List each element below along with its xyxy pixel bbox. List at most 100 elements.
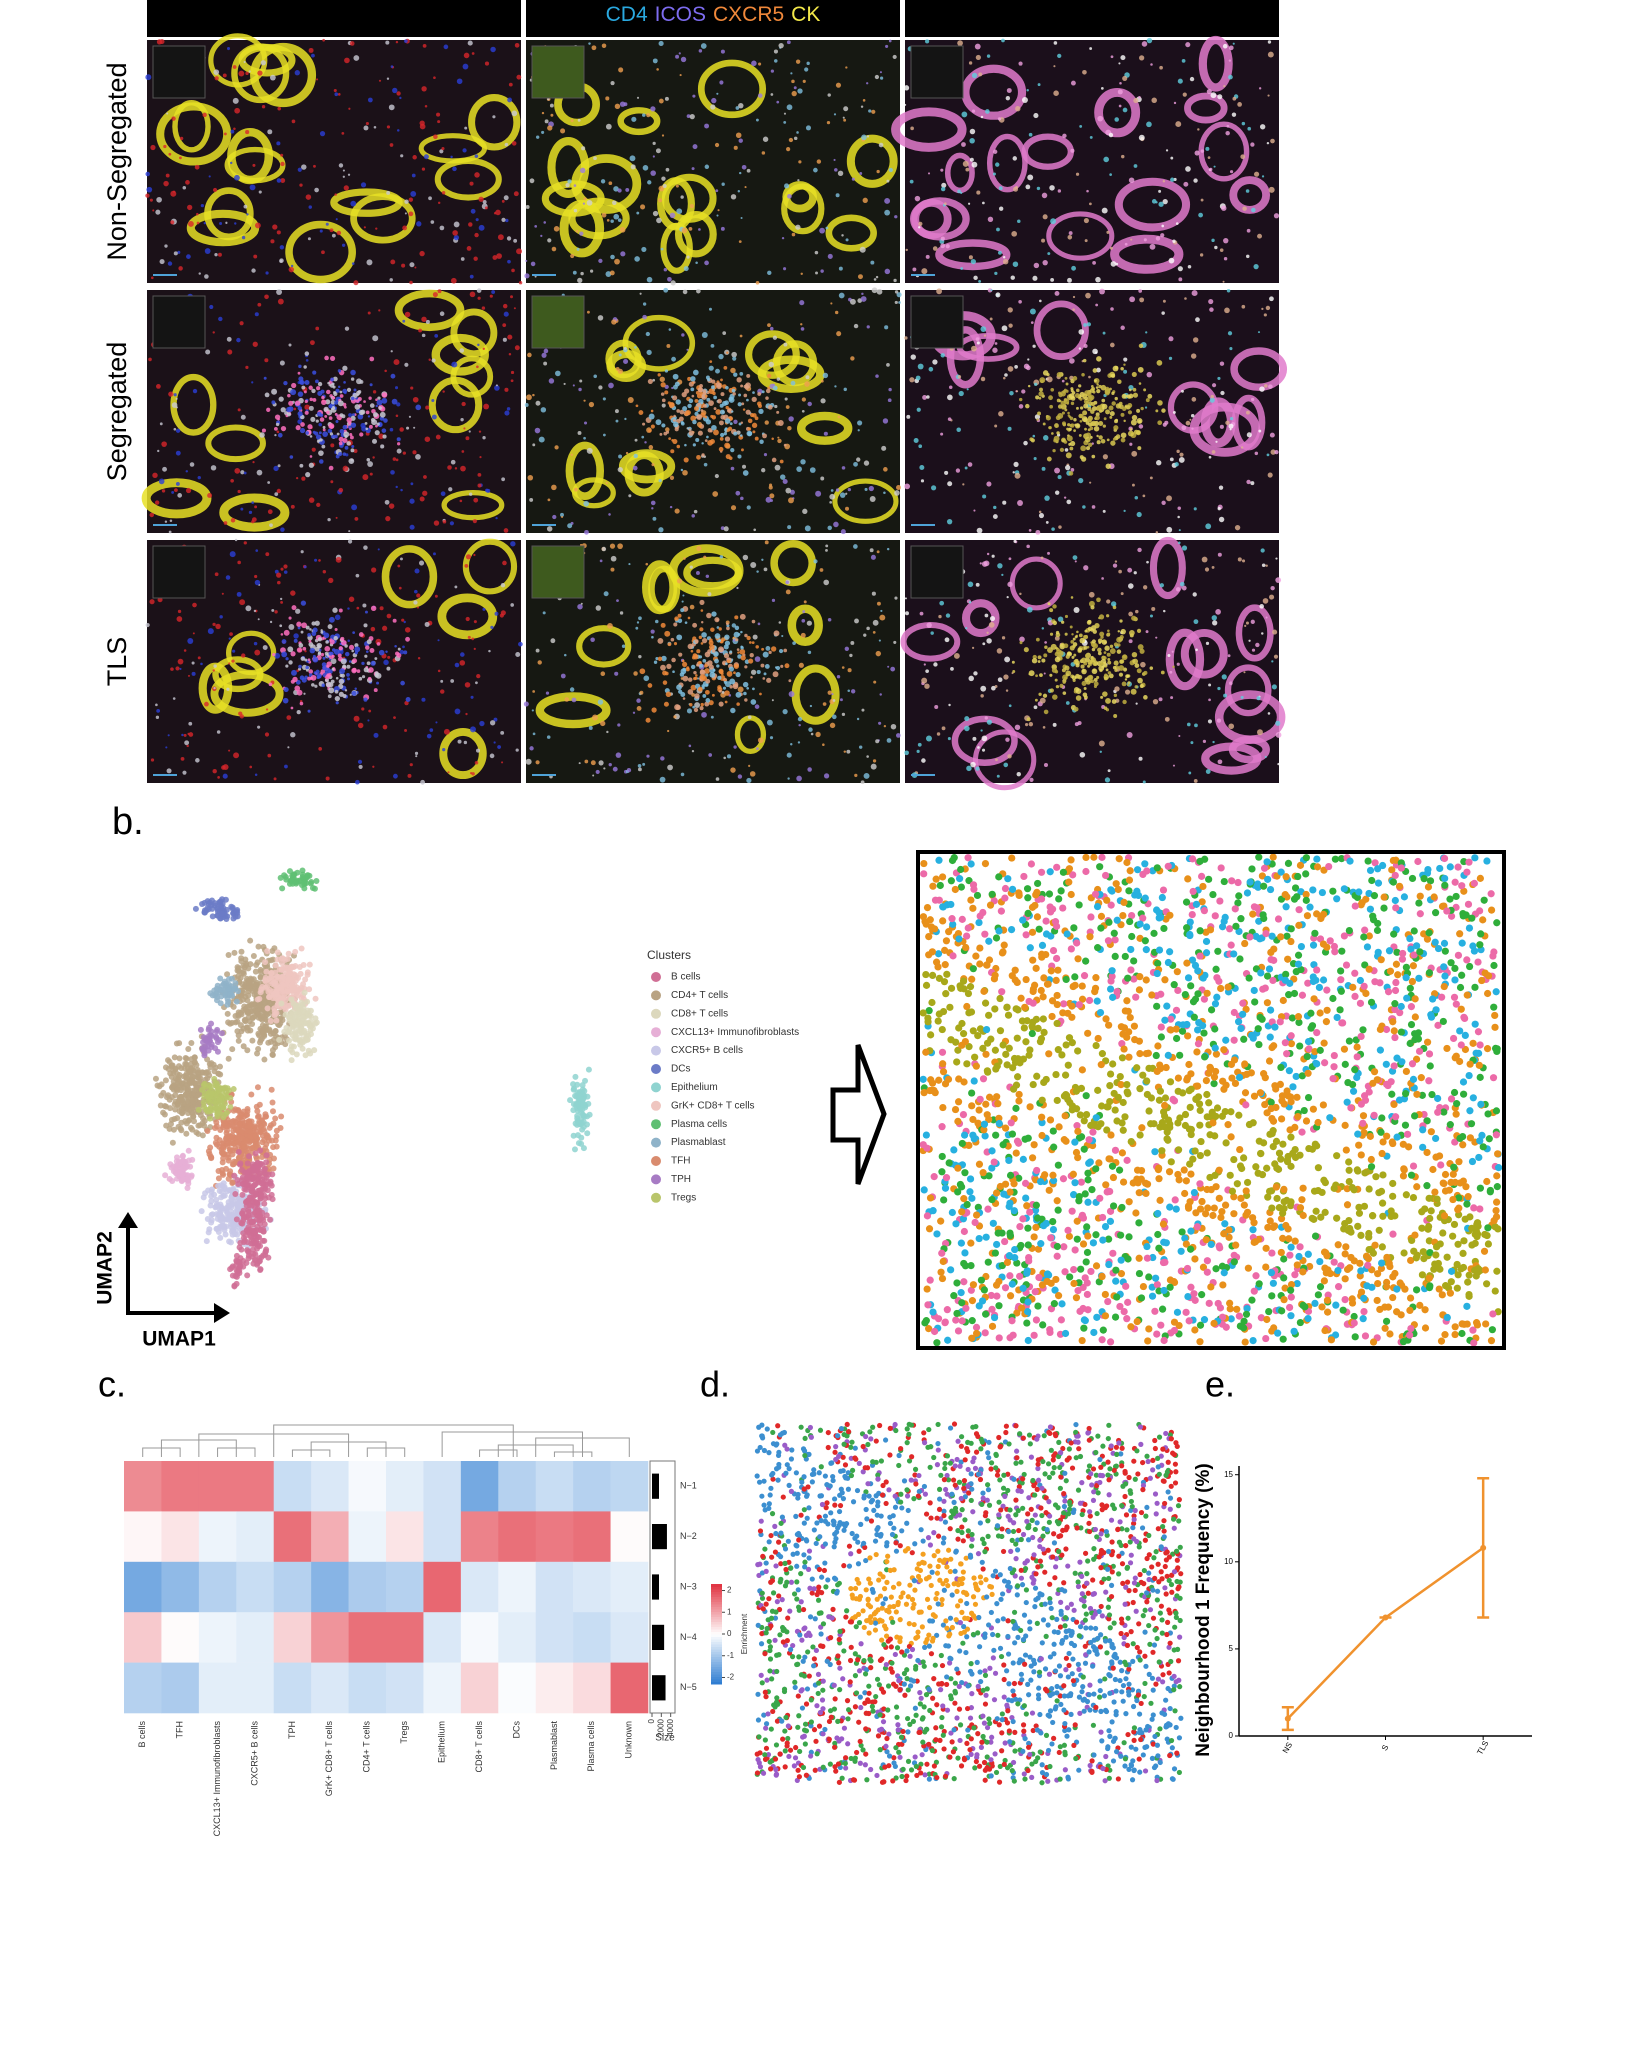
cell-signal <box>308 405 314 411</box>
cell-signal <box>373 412 378 418</box>
cell-signal <box>1098 409 1103 413</box>
cell-signal <box>1066 427 1069 431</box>
cell-signal <box>735 106 740 110</box>
cell-signal <box>1072 376 1078 381</box>
cell-signal <box>692 144 698 150</box>
cell-signal <box>373 732 379 738</box>
tissue-structure <box>450 308 498 358</box>
cell-signal <box>617 543 623 550</box>
cell-signal <box>962 160 969 167</box>
cell-signal <box>913 438 919 444</box>
cell-signal <box>737 774 743 779</box>
cell-signal <box>392 457 397 461</box>
cell-signal <box>769 736 774 740</box>
cell-signal <box>1011 660 1015 664</box>
cell-signal <box>274 610 278 614</box>
cell-signal <box>747 418 753 424</box>
cell-signal <box>307 424 313 430</box>
cell-signal <box>853 544 858 549</box>
cell-signal <box>807 650 812 655</box>
cell-signal <box>708 753 713 757</box>
cell-signal <box>226 687 230 691</box>
cell-signal <box>399 649 405 655</box>
umap-point <box>262 1011 269 1018</box>
cell-signal <box>502 323 507 328</box>
cell-signal <box>716 626 720 629</box>
cell-signal <box>684 621 688 624</box>
cell-signal <box>1246 432 1252 438</box>
cell-signal <box>1026 606 1033 613</box>
cell-signal <box>439 311 445 317</box>
cell-signal <box>257 70 263 76</box>
cell-signal <box>1032 654 1037 660</box>
cell-signal <box>1084 239 1088 243</box>
cell-signal <box>1088 591 1095 598</box>
umap-point <box>201 907 208 914</box>
cell-signal <box>1179 581 1185 587</box>
cell-signal <box>1102 424 1106 428</box>
cell-signal <box>382 724 388 730</box>
cell-signal <box>677 613 682 618</box>
cell-signal <box>1220 390 1225 396</box>
cell-signal <box>504 410 510 416</box>
cell-signal <box>968 601 972 604</box>
cell-signal <box>608 181 613 186</box>
cell-signal <box>1124 678 1128 681</box>
cell-signal <box>1111 391 1115 396</box>
umap-point <box>171 1054 178 1061</box>
cell-signal <box>1079 420 1083 423</box>
cell-signal <box>1016 390 1019 393</box>
cell-signal <box>450 277 457 284</box>
cell-signal <box>383 418 388 423</box>
cell-signal <box>563 382 566 386</box>
cell-signal <box>646 276 653 283</box>
cell-signal <box>461 450 465 453</box>
cell-signal <box>699 706 704 711</box>
cell-signal <box>608 762 612 767</box>
cell-signal <box>1027 174 1034 181</box>
cell-signal <box>322 656 326 660</box>
cell-signal <box>669 505 673 509</box>
cell-signal <box>995 162 1000 167</box>
cell-signal <box>347 607 350 610</box>
cell-signal <box>1119 81 1122 85</box>
cell-signal <box>316 78 319 81</box>
row-label: Non-Segregated <box>102 62 132 260</box>
cell-signal <box>798 160 802 164</box>
cell-signal <box>744 698 748 702</box>
cell-signal <box>297 391 304 397</box>
cell-signal <box>884 198 891 204</box>
cell-signal <box>1226 288 1231 293</box>
cell-signal <box>257 725 261 729</box>
cell-signal <box>510 379 514 383</box>
cell-signal <box>736 430 741 435</box>
cell-signal <box>277 580 281 585</box>
cell-signal <box>297 371 301 375</box>
cell-signal <box>1167 654 1171 658</box>
cell-signal <box>188 732 194 737</box>
cell-signal <box>1257 233 1262 239</box>
cell-signal <box>1189 418 1192 421</box>
cell-signal <box>975 54 981 61</box>
cell-signal <box>337 653 342 658</box>
cell-signal <box>1096 356 1102 362</box>
cell-signal <box>804 525 811 532</box>
cell-signal <box>1006 88 1012 94</box>
cell-signal <box>1078 433 1082 437</box>
cell-signal <box>440 679 444 683</box>
cell-signal <box>171 402 178 408</box>
cell-signal <box>335 676 339 680</box>
cell-signal <box>361 661 365 666</box>
cell-signal <box>1043 762 1049 768</box>
tissue-structure <box>1224 664 1272 717</box>
cell-signal <box>1119 659 1124 664</box>
cell-signal <box>1231 112 1237 117</box>
umap-point <box>192 1080 199 1087</box>
cell-signal <box>335 388 340 393</box>
cell-signal <box>723 365 728 370</box>
cell-signal <box>1120 325 1125 330</box>
cell-signal <box>834 385 837 388</box>
cell-signal <box>1176 662 1180 666</box>
cell-signal <box>1069 358 1075 364</box>
cell-signal <box>1261 175 1265 178</box>
